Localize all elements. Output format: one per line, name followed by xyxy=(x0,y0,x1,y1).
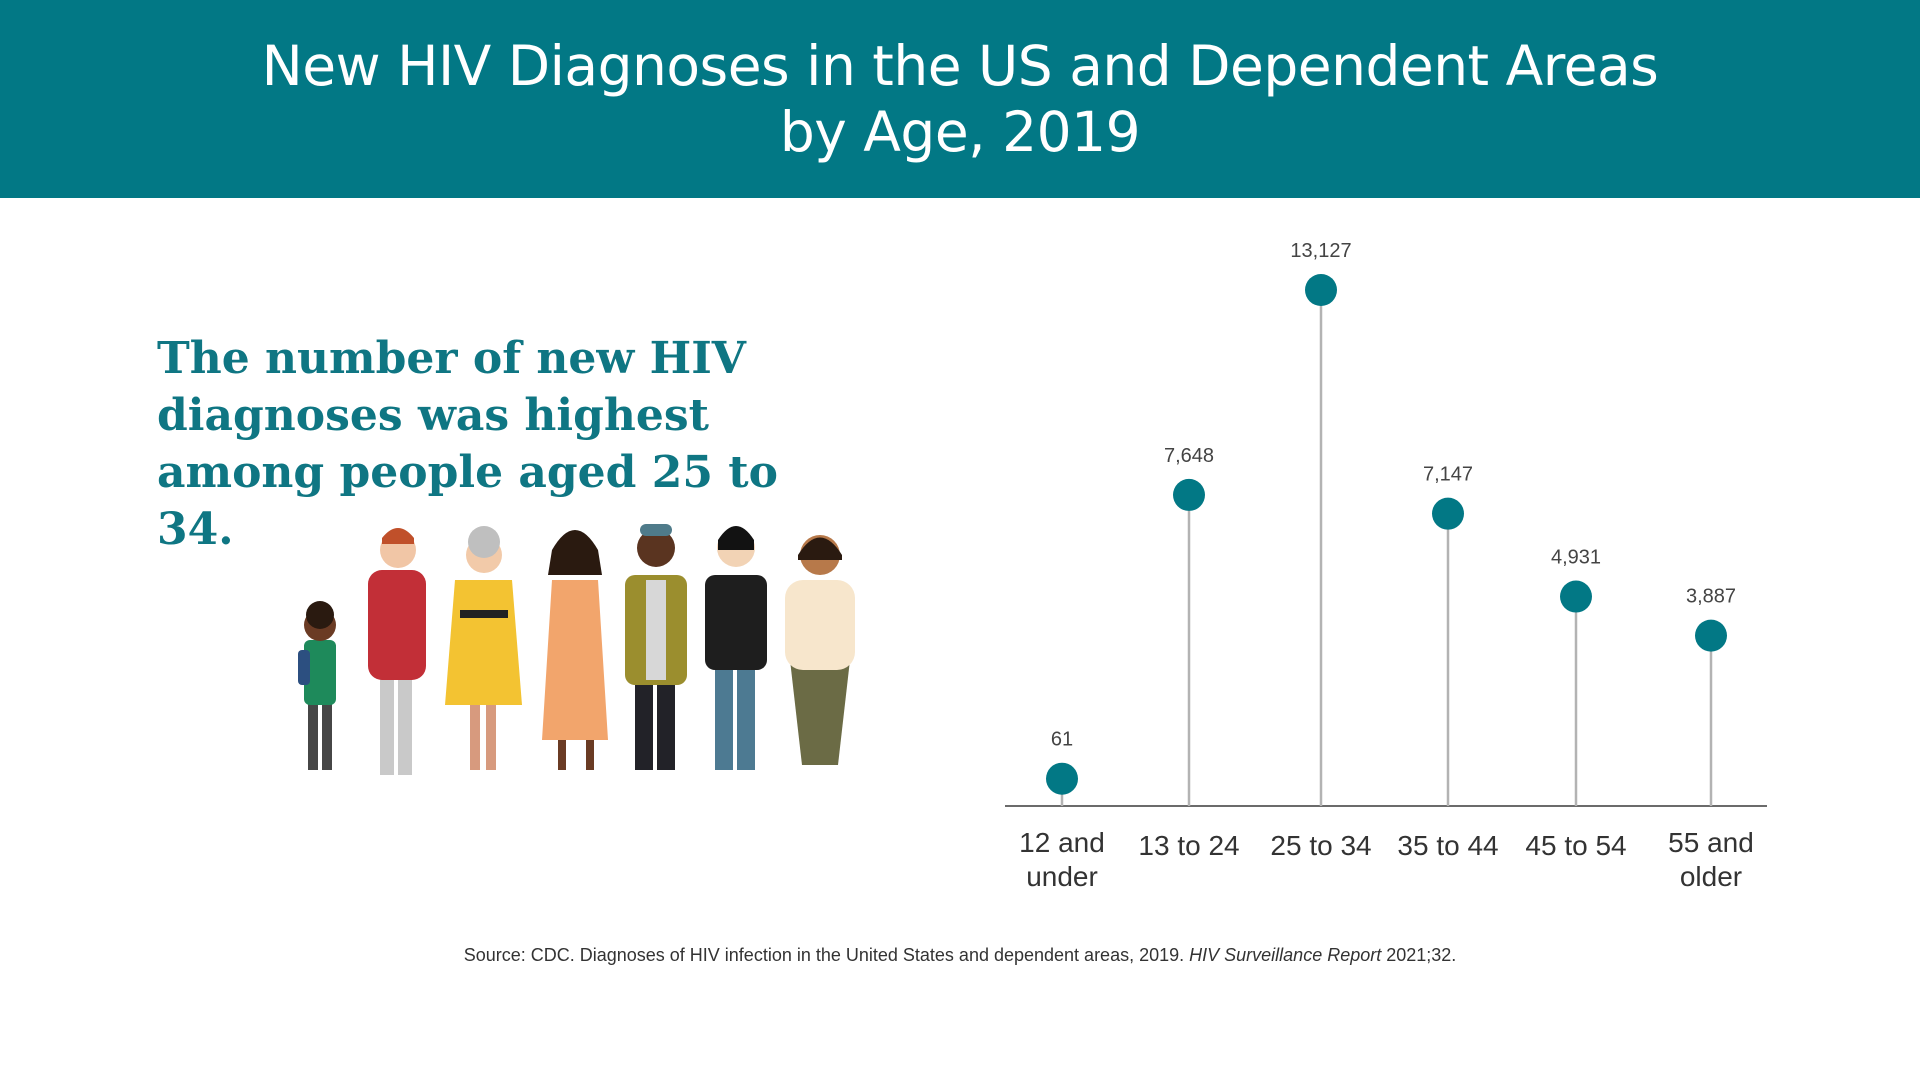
data-label: 61 xyxy=(1051,729,1073,751)
source-italic: HIV Surveillance Report xyxy=(1189,945,1382,965)
data-label: 13,127 xyxy=(1290,240,1351,262)
chart-title-line-2: by Age, 2019 xyxy=(779,100,1141,164)
person-olive-shirt xyxy=(625,524,687,770)
chart-title-line-1: New HIV Diagnoses in the US and Dependen… xyxy=(261,34,1659,98)
x-tick-label: 13 to 24 xyxy=(1138,830,1239,861)
lollipop-marker xyxy=(1432,497,1464,530)
data-label: 7,648 xyxy=(1164,445,1214,467)
data-label: 7,147 xyxy=(1423,464,1473,486)
x-tick-label: 45 to 54 xyxy=(1525,830,1626,861)
source-prefix: Source: CDC. Diagnoses of HIV infection … xyxy=(463,945,1190,965)
header-banner: New HIV Diagnoses in the US and Dependen… xyxy=(0,0,1920,198)
source-note: Source: CDC. Diagnoses of HIV infection … xyxy=(0,945,1920,966)
person-black-tee xyxy=(705,526,767,770)
person-red-hoodie xyxy=(368,528,426,775)
lollipop-marker xyxy=(1305,274,1337,306)
headline-text: The number of new HIV diagnoses was high… xyxy=(157,333,778,555)
x-tick-label: 55 and older xyxy=(1668,827,1754,892)
data-label: 3,887 xyxy=(1686,586,1736,608)
person-child xyxy=(298,601,336,770)
lollipop-marker xyxy=(1046,762,1078,795)
person-yellow-dress xyxy=(445,526,522,770)
source-suffix: 2021;32. xyxy=(1381,945,1457,965)
x-tick-label: 25 to 34 xyxy=(1270,830,1371,861)
x-tick-label: 12 and under xyxy=(1019,827,1105,892)
person-orange-dress xyxy=(542,530,608,770)
lollipop-marker xyxy=(1695,619,1727,652)
group-of-people-illustration xyxy=(298,524,855,775)
data-label: 4,931 xyxy=(1551,547,1601,569)
lollipop-marker xyxy=(1173,478,1205,511)
lollipop-marker xyxy=(1560,580,1592,613)
x-tick-label: 35 to 44 xyxy=(1397,830,1498,861)
person-cream-top xyxy=(785,535,855,765)
